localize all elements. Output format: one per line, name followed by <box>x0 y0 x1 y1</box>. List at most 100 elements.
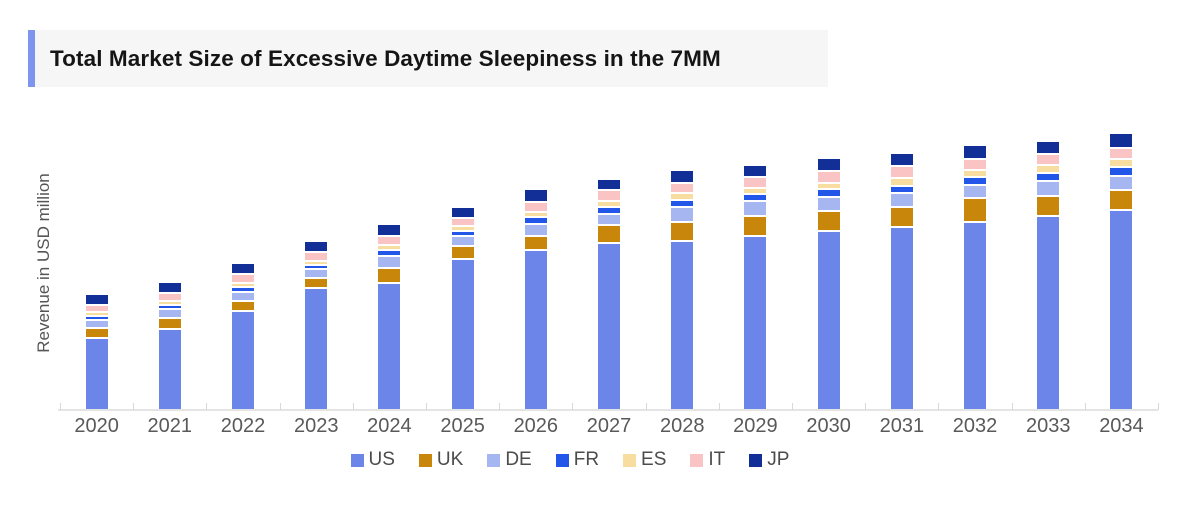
bar-segment-uk-2021[interactable] <box>157 318 182 329</box>
bar-segment-es-2026[interactable] <box>523 212 548 217</box>
bar-segment-fr-2034[interactable] <box>1109 167 1134 176</box>
bar-segment-us-2020[interactable] <box>84 338 109 410</box>
bar-segment-us-2021[interactable] <box>157 329 182 410</box>
bar-segment-us-2028[interactable] <box>670 241 695 410</box>
bar-segment-us-2030[interactable] <box>816 231 841 410</box>
bar-segment-us-2029[interactable] <box>743 236 768 410</box>
bar-segment-fr-2024[interactable] <box>377 250 402 256</box>
bar-segment-fr-2030[interactable] <box>816 189 841 197</box>
bar-segment-fr-2028[interactable] <box>670 200 695 207</box>
bar-segment-de-2024[interactable] <box>377 256 402 268</box>
bar-segment-it-2033[interactable] <box>1036 154 1061 165</box>
legend-item-it[interactable]: IT <box>690 449 725 471</box>
bar-segment-jp-2030[interactable] <box>816 158 841 171</box>
bar-segment-de-2031[interactable] <box>889 193 914 207</box>
legend-item-us[interactable]: US <box>350 449 395 471</box>
bar-segment-it-2021[interactable] <box>157 293 182 301</box>
bar-segment-it-2024[interactable] <box>377 236 402 245</box>
bar-segment-uk-2030[interactable] <box>816 211 841 231</box>
bar-segment-jp-2025[interactable] <box>450 207 475 218</box>
bar-segment-uk-2026[interactable] <box>523 236 548 250</box>
bar-segment-us-2034[interactable] <box>1109 210 1134 410</box>
bar-segment-de-2032[interactable] <box>963 185 988 198</box>
bar-segment-us-2033[interactable] <box>1036 216 1061 410</box>
bar-segment-jp-2020[interactable] <box>84 294 109 305</box>
bar-segment-jp-2023[interactable] <box>304 241 329 252</box>
bar-segment-es-2032[interactable] <box>963 170 988 177</box>
legend-item-jp[interactable]: JP <box>749 449 789 471</box>
bar-segment-us-2022[interactable] <box>231 311 255 410</box>
bar-segment-it-2023[interactable] <box>304 252 329 261</box>
bar-segment-de-2026[interactable] <box>523 224 548 236</box>
bar-segment-jp-2033[interactable] <box>1036 141 1061 154</box>
bar-segment-us-2023[interactable] <box>304 288 329 410</box>
bar-segment-fr-2032[interactable] <box>963 177 988 185</box>
bar-segment-uk-2031[interactable] <box>889 207 914 227</box>
bar-segment-uk-2032[interactable] <box>963 198 988 222</box>
bar-segment-uk-2034[interactable] <box>1109 190 1134 210</box>
bar-segment-jp-2021[interactable] <box>157 282 182 293</box>
bar-segment-fr-2021[interactable] <box>157 305 182 309</box>
bar-segment-de-2029[interactable] <box>743 201 768 216</box>
bar-segment-fr-2031[interactable] <box>889 186 914 193</box>
bar-segment-us-2026[interactable] <box>523 250 548 410</box>
bar-segment-uk-2025[interactable] <box>450 246 475 259</box>
bar-segment-fr-2022[interactable] <box>231 287 255 292</box>
bar-segment-es-2025[interactable] <box>450 226 475 231</box>
legend-item-uk[interactable]: UK <box>418 449 463 471</box>
bar-segment-es-2028[interactable] <box>670 193 695 200</box>
bar-segment-fr-2027[interactable] <box>597 207 622 214</box>
bar-segment-fr-2023[interactable] <box>304 265 329 269</box>
bar-segment-de-2022[interactable] <box>231 292 255 301</box>
bar-segment-us-2024[interactable] <box>377 283 402 410</box>
bar-segment-de-2033[interactable] <box>1036 181 1061 196</box>
legend-item-de[interactable]: DE <box>487 449 532 471</box>
bar-segment-de-2025[interactable] <box>450 236 475 246</box>
bar-segment-jp-2032[interactable] <box>963 145 988 159</box>
bar-segment-uk-2033[interactable] <box>1036 196 1061 216</box>
bar-segment-jp-2028[interactable] <box>670 170 695 183</box>
bar-segment-uk-2024[interactable] <box>377 268 402 283</box>
bar-segment-it-2030[interactable] <box>816 171 841 183</box>
bar-segment-jp-2029[interactable] <box>743 165 768 177</box>
bar-segment-es-2030[interactable] <box>816 183 841 189</box>
bar-segment-es-2031[interactable] <box>889 178 914 186</box>
bar-segment-it-2034[interactable] <box>1109 148 1134 159</box>
bar-segment-de-2021[interactable] <box>157 309 182 318</box>
bar-segment-es-2021[interactable] <box>157 301 182 305</box>
bar-segment-de-2020[interactable] <box>84 320 109 328</box>
bar-segment-us-2027[interactable] <box>597 243 622 410</box>
bar-segment-it-2027[interactable] <box>597 190 622 201</box>
bar-segment-fr-2029[interactable] <box>743 194 768 201</box>
bar-segment-es-2023[interactable] <box>304 261 329 265</box>
bar-segment-de-2030[interactable] <box>816 197 841 211</box>
bar-segment-jp-2022[interactable] <box>231 263 255 274</box>
bar-segment-us-2032[interactable] <box>963 222 988 410</box>
bar-segment-it-2028[interactable] <box>670 183 695 193</box>
bar-segment-us-2025[interactable] <box>450 259 475 410</box>
legend-item-es[interactable]: ES <box>623 449 666 471</box>
bar-segment-it-2032[interactable] <box>963 159 988 170</box>
bar-segment-de-2028[interactable] <box>670 207 695 222</box>
bar-segment-es-2027[interactable] <box>597 201 622 207</box>
bar-segment-uk-2022[interactable] <box>231 301 255 311</box>
bar-segment-de-2034[interactable] <box>1109 176 1134 190</box>
bar-segment-es-2024[interactable] <box>377 245 402 250</box>
legend-item-fr[interactable]: FR <box>555 449 599 471</box>
bar-segment-es-2033[interactable] <box>1036 165 1061 173</box>
bar-segment-jp-2024[interactable] <box>377 224 402 236</box>
bar-segment-fr-2026[interactable] <box>523 217 548 224</box>
bar-segment-uk-2029[interactable] <box>743 216 768 236</box>
bar-segment-jp-2027[interactable] <box>597 179 622 190</box>
bar-segment-uk-2028[interactable] <box>670 222 695 241</box>
bar-segment-de-2027[interactable] <box>597 214 622 225</box>
bar-segment-uk-2027[interactable] <box>597 225 622 243</box>
bar-segment-es-2022[interactable] <box>231 283 255 287</box>
bar-segment-jp-2031[interactable] <box>889 153 914 166</box>
bar-segment-uk-2023[interactable] <box>304 278 329 288</box>
bar-segment-es-2029[interactable] <box>743 188 768 194</box>
bar-segment-it-2025[interactable] <box>450 218 475 226</box>
bar-segment-it-2031[interactable] <box>889 166 914 178</box>
bar-segment-uk-2020[interactable] <box>84 328 109 338</box>
bar-segment-fr-2025[interactable] <box>450 231 475 236</box>
